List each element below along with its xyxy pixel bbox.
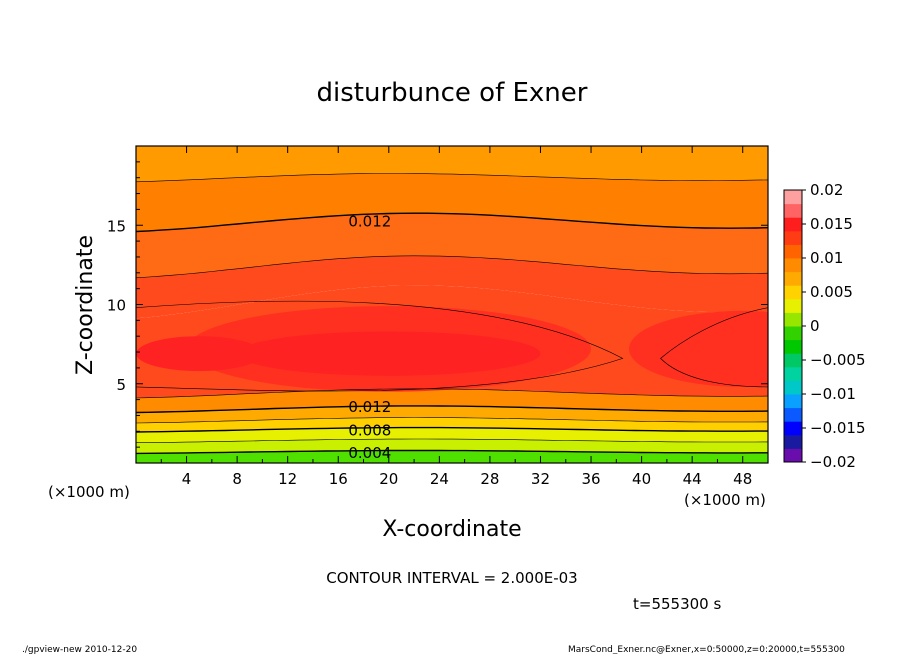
chart-title: disturbunce of Exner [317, 78, 588, 108]
contour-band [136, 255, 768, 319]
x-tick-label: 16 [329, 470, 348, 488]
core-region-right [628, 310, 768, 387]
contour-band [136, 146, 768, 182]
colorbar-swatch [784, 258, 802, 273]
colorbar-tick-label: −0.01 [810, 385, 856, 403]
x-tick-label: 32 [531, 470, 550, 488]
plot-area: 0.012 0.012 0.008 0.004 [135, 145, 769, 464]
colorbar: 0.02 0.015 0.01 0.005 0 −0.005 −0.01 −0.015 −0.0… [783, 181, 866, 471]
y-tick-label: 5 [116, 376, 126, 394]
colorbar-swatch [784, 190, 802, 205]
contour-line [136, 405, 768, 414]
contour-label: 0.004 [348, 444, 391, 462]
colorbar-tick-label: −0.015 [810, 419, 866, 437]
colorbar-swatch [784, 407, 802, 422]
time-text: t=555300 s [633, 595, 721, 613]
contour-band [136, 173, 768, 232]
colorbar-swatch [784, 353, 802, 368]
colorbar-tick-label: 0 [810, 317, 820, 335]
x-tick-label: 4 [182, 470, 192, 488]
contour-line [136, 426, 768, 433]
colorbar-tick-label: 0.015 [810, 215, 853, 233]
contour-line-core-right [660, 307, 768, 388]
contour-line [136, 449, 768, 455]
contour-line [136, 438, 768, 443]
contour-line [136, 255, 768, 279]
y-axis: 5 10 15 [107, 161, 768, 448]
contour-band [136, 427, 768, 443]
x-tick-label: 44 [683, 470, 702, 488]
contour-label: 0.012 [348, 212, 391, 230]
core-inner [237, 331, 541, 376]
colorbar-tick-label: 0.01 [810, 249, 843, 267]
footer-left-note: ./gpview-new 2010-12-20 [22, 645, 137, 654]
colorbar-swatch [784, 326, 802, 341]
colorbar-swatch [784, 285, 802, 300]
colorbar-swatch [784, 298, 802, 313]
x-tick-label: 8 [232, 470, 242, 488]
contour-band [136, 450, 768, 463]
colorbar-swatch [784, 339, 802, 354]
contour-line [136, 388, 768, 399]
colorbar-swatch [784, 394, 802, 409]
colorbar-swatch [784, 230, 802, 245]
colorbar-swatch [784, 448, 802, 463]
contour-interval-text: CONTOUR INTERVAL = 2.000E-03 [326, 569, 577, 587]
core-inner-left [136, 336, 263, 372]
colorbar-swatch [784, 434, 802, 449]
contour-band [136, 439, 768, 454]
colorbar-tick-label: 0.02 [810, 181, 843, 199]
contour-line [136, 417, 768, 424]
x-tick-label: 36 [581, 470, 600, 488]
x-tick-label: 24 [430, 470, 449, 488]
x-tick-label: 28 [480, 470, 499, 488]
colorbar-swatch [784, 217, 802, 232]
colorbar-tick-label: −0.005 [810, 351, 866, 369]
x-tick-label: 12 [278, 470, 297, 488]
colorbar-swatch [784, 271, 802, 286]
x-tick-label: 20 [379, 470, 398, 488]
y-axis-label: Z-coordinate [73, 235, 98, 375]
contour-line [136, 173, 768, 183]
footer-right-note: MarsCond_Exner.nc@Exner,x=0:50000,z=0:20… [568, 645, 845, 654]
colorbar-swatch [784, 421, 802, 436]
contour-field: 0.012 0.012 0.008 0.004 [136, 146, 768, 463]
y-tick-label: 10 [107, 297, 126, 315]
contour-line-core [136, 300, 624, 392]
colorbar-tick-label: 0.005 [810, 283, 853, 301]
x-axis-label: X-coordinate [382, 517, 521, 542]
x-tick-label: 48 [733, 470, 752, 488]
colorbar-tick-label: −0.02 [810, 453, 856, 471]
contour-band [136, 388, 768, 413]
colorbar-swatch [784, 244, 802, 259]
y-tick-label: 15 [107, 217, 126, 235]
x-unit-right: (×1000 m) [684, 491, 766, 509]
contour-band [136, 213, 768, 278]
x-tick-label: 40 [632, 470, 651, 488]
colorbar-swatch [784, 203, 802, 218]
contour-label: 0.008 [348, 422, 391, 440]
colorbar-swatch [784, 366, 802, 381]
colorbar-swatch [784, 380, 802, 395]
contour-label: 0.012 [348, 398, 391, 416]
contour-line [136, 212, 768, 233]
colorbar-swatch [784, 312, 802, 327]
x-unit-left: (×1000 m) [48, 483, 130, 501]
x-axis: 4 8 12 16 20 24 28 32 36 40 44 48 [160, 146, 752, 488]
